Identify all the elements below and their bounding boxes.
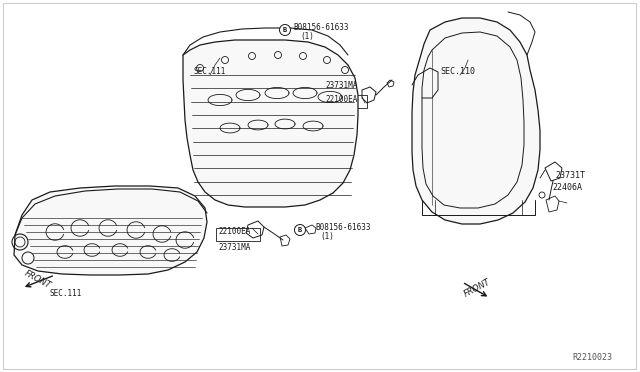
Text: (1): (1) [320, 231, 334, 241]
Text: B08156-61633: B08156-61633 [315, 224, 371, 232]
Text: 23731T: 23731T [555, 170, 585, 180]
Text: FRONT: FRONT [23, 269, 53, 291]
Polygon shape [412, 18, 540, 224]
Text: SEC.111: SEC.111 [193, 67, 225, 77]
Polygon shape [14, 186, 207, 275]
Text: SEC.110: SEC.110 [440, 67, 475, 77]
Circle shape [280, 25, 291, 35]
Text: 23731MA: 23731MA [218, 244, 250, 253]
Text: 22406A: 22406A [552, 183, 582, 192]
Polygon shape [183, 40, 358, 207]
Text: B08156-61633: B08156-61633 [293, 23, 349, 32]
Text: 23731MA: 23731MA [325, 80, 357, 90]
Text: 22100EA: 22100EA [218, 228, 250, 237]
Text: R2210023: R2210023 [572, 353, 612, 362]
Text: B: B [298, 227, 302, 233]
Text: 22100EA: 22100EA [325, 96, 357, 105]
Text: SEC.111: SEC.111 [50, 289, 83, 298]
Circle shape [294, 224, 305, 235]
Text: (1): (1) [300, 32, 314, 41]
Text: B: B [283, 27, 287, 33]
Text: FRONT: FRONT [462, 277, 492, 299]
